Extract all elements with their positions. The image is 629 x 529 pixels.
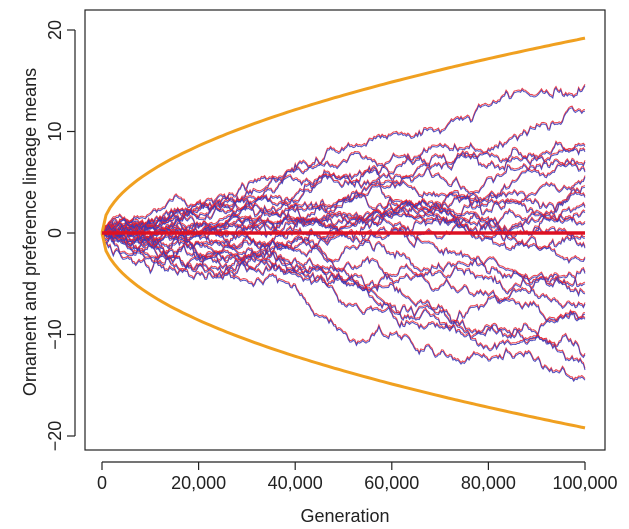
lower-envelope [100, 232, 586, 430]
x-tick-label: 60,000 [364, 473, 419, 493]
ornament-trace [101, 166, 586, 239]
preference-trace [101, 190, 586, 270]
x-tick-label: 0 [97, 473, 107, 493]
preference-trace [101, 228, 586, 381]
y-axis-title: Ornament and preference lineage means [20, 68, 40, 396]
y-tick-label: 20 [45, 20, 65, 40]
y-axis: −20 −10 0 10 20 [45, 20, 76, 452]
ornament-trace [101, 198, 586, 250]
preference-trace [101, 221, 586, 357]
x-tick-label: 100,000 [552, 473, 617, 493]
x-tick-label: 80,000 [461, 473, 516, 493]
y-tick-label: 0 [45, 228, 65, 238]
y-tick-label: −10 [45, 319, 65, 350]
preference-trace [101, 146, 586, 232]
x-tick-label: 40,000 [268, 473, 323, 493]
ornament-trace [101, 232, 586, 298]
ornament-trace [101, 222, 586, 359]
x-axis: 0 20,000 40,000 60,000 80,000 100,000 [97, 461, 618, 493]
preference-trace [101, 196, 586, 249]
y-tick-label: −20 [45, 421, 65, 452]
ornament-trace [101, 230, 586, 383]
ornament-trace [101, 85, 586, 239]
x-axis-title: Generation [300, 506, 389, 526]
ornament-trace [101, 192, 586, 272]
ornament-trace [101, 163, 586, 234]
preference-trace [101, 142, 586, 242]
preference-trace [101, 83, 586, 238]
upper-envelope [100, 36, 586, 234]
envelope-curves [100, 36, 586, 430]
y-tick-label: 10 [45, 121, 65, 141]
ornament-trace [101, 223, 586, 346]
plot-frame [84, 9, 606, 451]
x-tick-label: 20,000 [171, 473, 226, 493]
preference-trace [101, 161, 586, 232]
ornament-trace [101, 144, 586, 244]
